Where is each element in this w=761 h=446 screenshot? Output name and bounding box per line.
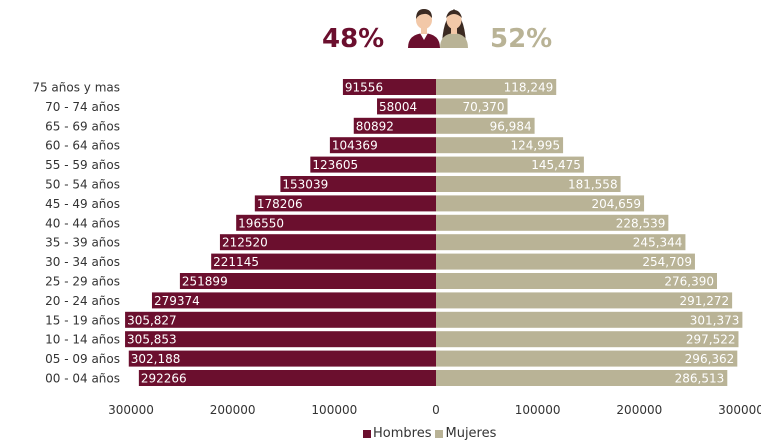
x-tick-label: 300000 <box>718 403 761 417</box>
data-label-mujeres: 245,344 <box>633 236 683 250</box>
legend-item-hombres: Hombres <box>363 426 431 441</box>
bar-hombres <box>125 311 437 328</box>
data-label-hombres: 80892 <box>356 119 394 133</box>
category-label: 35 - 39 años <box>45 236 120 250</box>
bar-hombres <box>128 350 437 367</box>
woman-avatar-icon <box>440 9 468 48</box>
bar-mujeres <box>436 350 738 367</box>
bar-hombres <box>219 234 436 251</box>
bar-hombres <box>179 273 436 289</box>
legend-swatch-mujeres <box>435 429 444 438</box>
chart-legend: Hombres Mujeres <box>363 426 500 441</box>
data-label-mujeres: 286,513 <box>675 372 725 386</box>
data-label-hombres: 178206 <box>257 197 303 211</box>
category-label: 50 - 54 años <box>45 178 120 192</box>
bar-mujeres <box>436 234 686 251</box>
bar-mujeres <box>436 214 669 231</box>
category-label: 05 - 09 años <box>45 352 120 366</box>
data-label-mujeres: 254,709 <box>642 255 692 269</box>
data-label-mujeres: 301,373 <box>690 313 740 327</box>
bar-mujeres <box>436 156 584 173</box>
data-label-hombres: 212520 <box>222 236 268 250</box>
bar-hombres <box>329 137 436 154</box>
x-tick-label: 300000 <box>108 403 154 417</box>
data-label-hombres: 292266 <box>141 372 187 386</box>
category-label: 25 - 29 años <box>45 275 120 289</box>
data-label-mujeres: 118,249 <box>504 81 554 95</box>
bar-hombres <box>138 370 436 386</box>
bar-mujeres <box>436 98 508 115</box>
data-label-hombres: 196550 <box>238 216 284 230</box>
data-label-mujeres: 297,522 <box>686 333 736 347</box>
data-label-hombres: 221145 <box>213 255 259 269</box>
data-label-hombres: 251899 <box>182 275 228 289</box>
man-avatar-icon <box>408 9 440 48</box>
data-label-hombres: 305,853 <box>127 333 177 347</box>
category-label: 60 - 64 años <box>45 139 120 153</box>
x-tick-label: 200000 <box>616 403 662 417</box>
category-label: 65 - 69 años <box>45 119 120 133</box>
data-label-mujeres: 291,272 <box>680 294 730 308</box>
data-label-hombres: 302,188 <box>131 352 181 366</box>
category-label: 15 - 19 años <box>45 313 120 327</box>
x-tick-label: 100000 <box>515 403 561 417</box>
legend-label-mujeres: Mujeres <box>445 426 497 441</box>
legend-label-hombres: Hombres <box>373 426 432 441</box>
category-label: 10 - 14 años <box>45 333 120 347</box>
women-percentage: 52% <box>490 24 553 54</box>
bar-mujeres <box>436 195 645 212</box>
data-label-mujeres: 70,370 <box>463 100 505 114</box>
data-label-mujeres: 181,558 <box>568 178 618 192</box>
category-label: 20 - 24 años <box>45 294 120 308</box>
bar-mujeres <box>436 292 733 309</box>
bar-mujeres <box>436 117 535 134</box>
data-label-mujeres: 96,984 <box>490 119 532 133</box>
category-label: 40 - 44 años <box>45 216 120 230</box>
data-label-hombres: 123605 <box>312 158 358 172</box>
category-label: 45 - 49 años <box>45 197 120 211</box>
data-label-hombres: 279374 <box>154 294 200 308</box>
x-tick-label: 100000 <box>311 403 357 417</box>
category-label: 75 años y mas <box>32 81 120 95</box>
data-label-mujeres: 276,390 <box>664 275 714 289</box>
data-label-mujeres: 228,539 <box>616 216 666 230</box>
bar-mujeres <box>436 253 695 270</box>
bar-hombres <box>125 331 437 348</box>
bar-hombres <box>211 253 436 270</box>
bar-hombres <box>377 98 436 115</box>
bar-mujeres <box>436 370 728 386</box>
x-tick-label: 0 <box>432 403 440 417</box>
category-label: 70 - 74 años <box>45 100 120 114</box>
data-label-hombres: 104369 <box>332 139 378 153</box>
data-label-hombres: 91556 <box>345 81 383 95</box>
bar-hombres <box>310 156 436 173</box>
data-label-hombres: 58004 <box>379 100 417 114</box>
bar-mujeres <box>436 273 717 289</box>
bar-mujeres <box>436 311 743 328</box>
men-percentage: 48% <box>322 24 385 54</box>
bar-mujeres <box>436 137 564 154</box>
legend-item-mujeres: Mujeres <box>435 426 496 441</box>
category-label: 00 - 04 años <box>45 372 120 386</box>
bar-mujeres <box>436 176 621 192</box>
data-label-mujeres: 296,362 <box>685 352 735 366</box>
bar-hombres <box>342 79 436 95</box>
bar-mujeres <box>436 79 557 95</box>
bar-hombres <box>236 214 436 231</box>
data-label-mujeres: 124,995 <box>510 139 560 153</box>
legend-swatch-hombres <box>363 429 371 438</box>
bar-mujeres <box>436 331 739 348</box>
category-label: 30 - 34 años <box>45 255 120 269</box>
data-label-hombres: 153039 <box>282 178 328 192</box>
bar-hombres <box>280 176 436 192</box>
category-label: 55 - 59 años <box>45 158 120 172</box>
data-label-mujeres: 145,475 <box>531 158 581 172</box>
x-tick-label: 200000 <box>210 403 256 417</box>
data-label-mujeres: 204,659 <box>591 197 641 211</box>
bar-hombres <box>151 292 436 309</box>
bar-hombres <box>254 195 436 212</box>
bar-hombres <box>353 117 436 134</box>
data-label-hombres: 305,827 <box>127 313 177 327</box>
